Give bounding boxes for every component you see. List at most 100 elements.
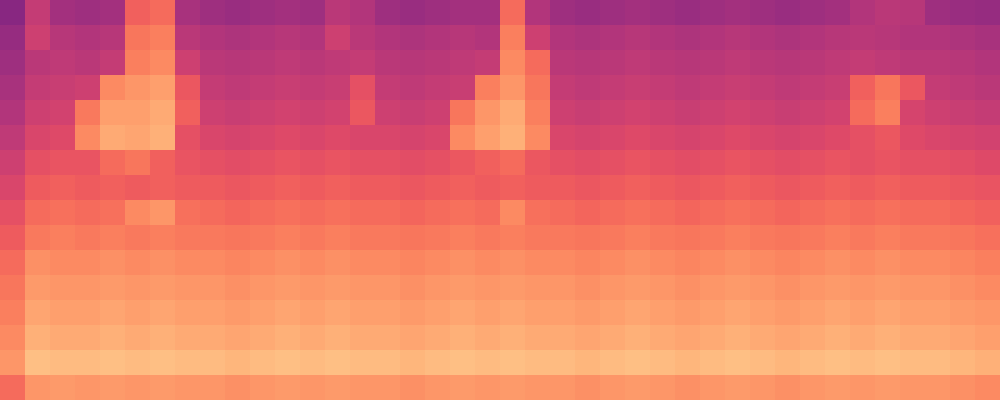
heatmap-cell xyxy=(150,350,176,376)
heatmap-cell xyxy=(475,125,501,151)
heatmap-cell xyxy=(925,200,951,226)
heatmap-cell xyxy=(25,125,51,151)
heatmap-cell xyxy=(750,125,776,151)
chart xyxy=(0,0,1000,400)
heatmap-cell xyxy=(325,25,351,51)
heatmap-cell xyxy=(825,25,851,51)
heatmap-cell xyxy=(700,175,726,201)
heatmap-cell xyxy=(650,225,676,251)
heatmap-cell xyxy=(125,25,151,51)
heatmap-cell xyxy=(600,200,626,226)
heatmap-cell xyxy=(875,175,901,201)
heatmap-cell xyxy=(850,150,876,176)
heatmap-cell xyxy=(450,175,476,201)
heatmap-cell xyxy=(225,200,251,226)
heatmap-cell xyxy=(900,200,926,226)
heatmap-cell xyxy=(700,50,726,76)
heatmap-cell xyxy=(650,325,676,351)
heatmap-cell xyxy=(425,100,451,126)
heatmap-cell xyxy=(650,300,676,326)
heatmap-cell xyxy=(500,250,526,276)
heatmap-cell xyxy=(375,300,401,326)
heatmap-cell xyxy=(575,250,601,276)
heatmap-cell xyxy=(775,125,801,151)
heatmap-cell xyxy=(175,250,201,276)
heatmap-cell xyxy=(450,375,476,400)
heatmap-cell xyxy=(600,150,626,176)
heatmap-cell xyxy=(175,25,201,51)
heatmap-cell xyxy=(675,375,701,400)
heatmap-cell xyxy=(25,300,51,326)
heatmap-cell xyxy=(150,300,176,326)
heatmap-cell xyxy=(825,350,851,376)
heatmap-cell xyxy=(825,0,851,26)
heatmap-cell xyxy=(250,150,276,176)
heatmap-cell xyxy=(650,0,676,26)
heatmap-cell xyxy=(600,75,626,101)
heatmap-cell xyxy=(175,150,201,176)
heatmap-cell xyxy=(75,175,101,201)
heatmap-cell xyxy=(925,350,951,376)
heatmap-cell xyxy=(650,350,676,376)
heatmap-cell xyxy=(775,100,801,126)
heatmap-cell xyxy=(575,125,601,151)
heatmap-cell xyxy=(425,300,451,326)
heatmap-cell xyxy=(50,200,76,226)
heatmap-cell xyxy=(250,350,276,376)
heatmap-cell xyxy=(375,225,401,251)
heatmap-cell xyxy=(750,200,776,226)
heatmap-cell xyxy=(975,200,1000,226)
heatmap-cell xyxy=(650,175,676,201)
heatmap-cell xyxy=(550,350,576,376)
heatmap-cell xyxy=(350,0,376,26)
heatmap-cell xyxy=(150,100,176,126)
heatmap-cell xyxy=(625,375,651,400)
heatmap-cell xyxy=(375,125,401,151)
heatmap-cell xyxy=(600,300,626,326)
heatmap-cell xyxy=(775,75,801,101)
heatmap-cell xyxy=(350,75,376,101)
heatmap-cell xyxy=(50,275,76,301)
heatmap-cell xyxy=(800,375,826,400)
heatmap-cell xyxy=(850,275,876,301)
heatmap-cell xyxy=(475,75,501,101)
heatmap-cell xyxy=(300,250,326,276)
heatmap-cell xyxy=(725,100,751,126)
heatmap-cell xyxy=(825,300,851,326)
heatmap-cell xyxy=(50,50,76,76)
heatmap-cell xyxy=(825,50,851,76)
heatmap-cell xyxy=(125,125,151,151)
heatmap-cell xyxy=(600,175,626,201)
heatmap-cell xyxy=(950,350,976,376)
heatmap-cell xyxy=(550,225,576,251)
heatmap-cell xyxy=(900,225,926,251)
heatmap-cell xyxy=(750,75,776,101)
heatmap-cell xyxy=(225,50,251,76)
heatmap-cell xyxy=(975,350,1000,376)
heatmap-cell xyxy=(800,125,826,151)
heatmap-cell xyxy=(850,125,876,151)
heatmap-cell xyxy=(675,0,701,26)
heatmap-cell xyxy=(400,350,426,376)
heatmap-cell xyxy=(875,300,901,326)
heatmap-cell xyxy=(925,100,951,126)
heatmap-cell xyxy=(75,350,101,376)
heatmap-cell xyxy=(975,225,1000,251)
heatmap-cell xyxy=(125,200,151,226)
heatmap-cell xyxy=(725,325,751,351)
heatmap-cell xyxy=(475,275,501,301)
heatmap-cell xyxy=(100,25,126,51)
heatmap-cell xyxy=(375,75,401,101)
heatmap-cell xyxy=(750,375,776,400)
heatmap-cell xyxy=(750,275,776,301)
heatmap-cell xyxy=(225,125,251,151)
heatmap-cell xyxy=(950,75,976,101)
heatmap-cell xyxy=(725,300,751,326)
heatmap-cell xyxy=(975,175,1000,201)
heatmap-cell xyxy=(525,200,551,226)
heatmap-cell xyxy=(525,25,551,51)
heatmap-cell xyxy=(350,125,376,151)
heatmap-cell xyxy=(800,50,826,76)
heatmap-cell xyxy=(975,325,1000,351)
heatmap-cell xyxy=(200,175,226,201)
